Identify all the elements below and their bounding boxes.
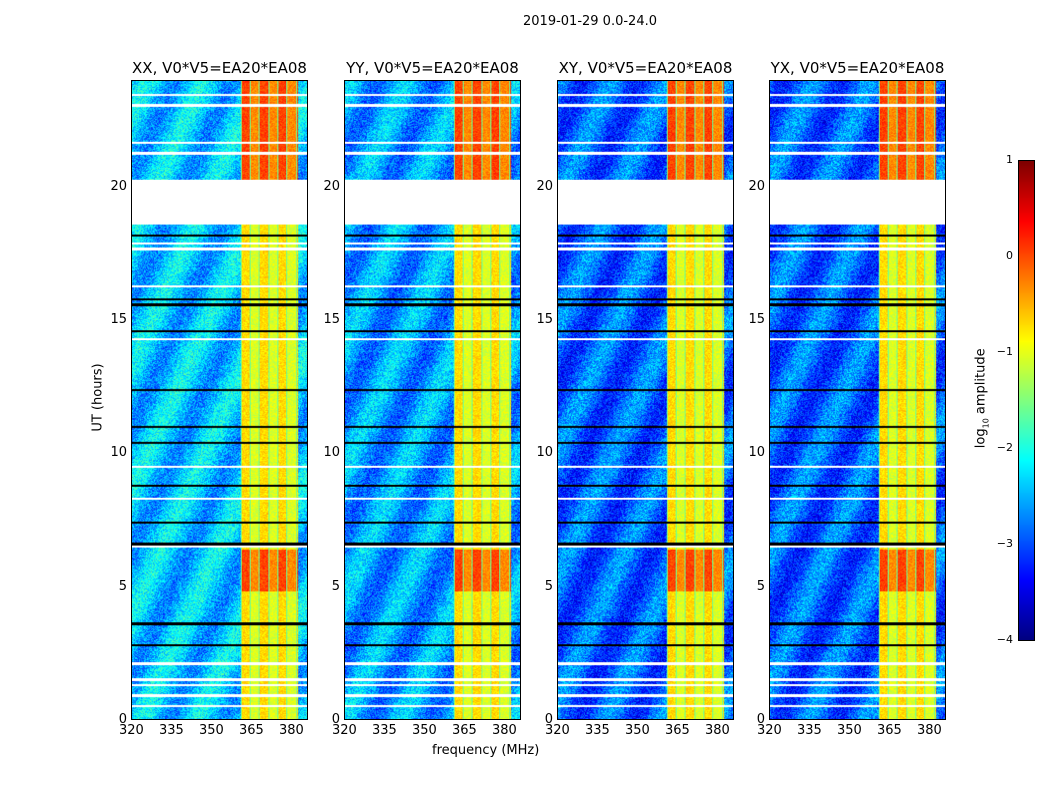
colorbar-tick-label: 1 (1006, 153, 1013, 166)
x-tick-label: 365 (451, 723, 477, 738)
x-tick-label: 350 (411, 723, 437, 738)
colorbar-tick-label: 0 (1006, 249, 1013, 262)
y-tick-label: 20 (536, 178, 553, 194)
x-tick-label: 380 (916, 723, 942, 738)
x-tick-label: 320 (545, 723, 570, 738)
y-tick-label: 20 (110, 178, 127, 194)
y-tick-label: 5 (118, 578, 127, 594)
y-tick-label: 5 (544, 578, 553, 594)
y-tick-label: 5 (756, 578, 765, 594)
x-tick-label: 335 (371, 723, 397, 738)
x-tick-label: 320 (119, 723, 144, 738)
x-tick-label: 365 (876, 723, 902, 738)
x-tick-label: 365 (664, 723, 690, 738)
y-tick-label: 0 (118, 712, 127, 727)
heatmap-panel (131, 80, 308, 720)
colorbar-tick-label: −4 (996, 633, 1013, 646)
heatmap-panel (557, 80, 734, 720)
y-tick-label: 5 (331, 578, 340, 594)
y-tick-label: 15 (110, 312, 127, 327)
colorbar-tick-label: −3 (996, 537, 1013, 550)
panel-title: XY, V0*V5=EA20*EA08 (558, 59, 733, 77)
x-axis-label: frequency (MHz) (432, 743, 540, 758)
x-tick-label: 350 (836, 723, 862, 738)
heatmap-cells (770, 81, 945, 719)
y-tick-label: 10 (110, 445, 127, 461)
y-tick-label: 10 (536, 445, 553, 461)
panel-title: XX, V0*V5=EA20*EA08 (132, 59, 307, 77)
x-tick-label: 350 (624, 723, 650, 738)
x-tick-label: 320 (332, 723, 357, 738)
panel-title: YY, V0*V5=EA20*EA08 (346, 59, 519, 77)
x-tick-label: 365 (238, 723, 264, 738)
heatmap-cells (345, 81, 520, 719)
y-tick-label: 15 (323, 312, 340, 327)
x-tick-label: 335 (158, 723, 184, 738)
y-tick-label: 20 (748, 178, 765, 194)
heatmap-panel (344, 80, 521, 720)
x-tick-label: 320 (757, 723, 782, 738)
y-tick-label: 0 (331, 712, 340, 727)
x-tick-label: 350 (198, 723, 224, 738)
x-tick-label: 380 (278, 723, 304, 738)
y-axis-label: UT (hours) (90, 363, 106, 432)
x-tick-label: 335 (796, 723, 822, 738)
y-tick-label: 0 (756, 712, 765, 727)
colorbar (1018, 160, 1035, 641)
x-tick-label: 335 (584, 723, 610, 738)
y-tick-label: 10 (748, 445, 765, 461)
heatmap-cells (558, 81, 733, 719)
heatmap-cells (132, 81, 307, 719)
colorbar-tick-label: −1 (996, 345, 1013, 358)
y-tick-label: 0 (544, 712, 553, 727)
figure-title: 2019-01-29 0.0-24.0 (523, 14, 657, 29)
heatmap-panel (769, 80, 946, 720)
y-tick-label: 15 (536, 312, 553, 327)
y-tick-label: 20 (323, 178, 340, 194)
panel-title: YX, V0*V5=EA20*EA08 (770, 59, 945, 77)
colorbar-tick-label: −2 (996, 441, 1013, 454)
y-tick-label: 15 (748, 312, 765, 327)
y-tick-label: 10 (323, 445, 340, 461)
x-tick-label: 380 (704, 723, 730, 738)
x-tick-label: 380 (491, 723, 517, 738)
